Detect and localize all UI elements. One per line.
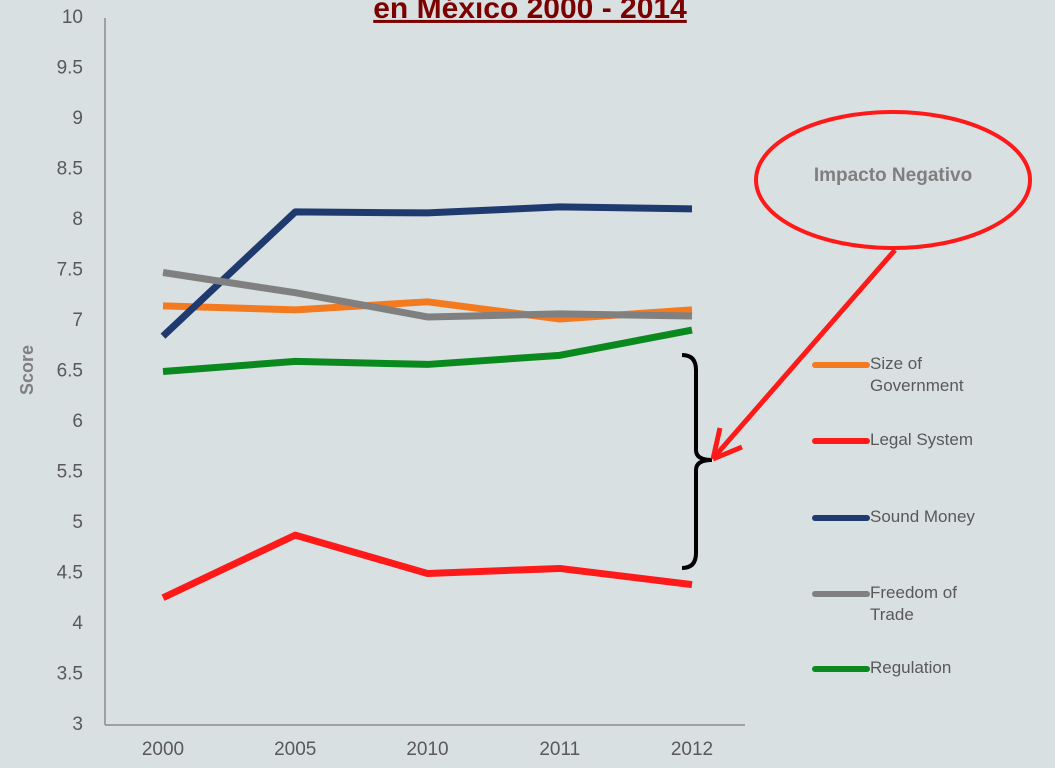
y-tick-label: 7 xyxy=(72,310,83,331)
y-tick-label: 7.5 xyxy=(57,260,83,281)
legend-swatch xyxy=(812,666,870,672)
legend-item: Size of Government xyxy=(812,353,1052,397)
series-line xyxy=(161,531,693,601)
x-tick-label: 2005 xyxy=(274,739,316,760)
y-tick-label: 5 xyxy=(72,512,83,533)
y-tick-label: 4.5 xyxy=(57,563,83,584)
legend-label: Sound Money xyxy=(870,507,975,526)
series-line xyxy=(162,326,693,375)
y-tick-label: 8 xyxy=(72,209,83,230)
legend-label: Legal System xyxy=(870,430,973,449)
legend-swatch xyxy=(812,438,870,444)
y-tick-label: 4 xyxy=(72,613,83,634)
x-tick-label: 2000 xyxy=(142,739,184,760)
arrow-head xyxy=(710,427,743,462)
chart-title: en México 2000 - 2014 xyxy=(373,0,687,25)
arrow xyxy=(714,248,897,457)
y-tick-label: 10 xyxy=(62,7,83,28)
y-tick-label: 9 xyxy=(72,108,83,129)
y-tick-label: 9.5 xyxy=(57,58,83,79)
y-tick-label: 6.5 xyxy=(57,361,83,382)
bracket xyxy=(681,353,713,570)
legend-label: Size of Government xyxy=(870,354,964,395)
annotation: Impacto Negativo xyxy=(814,165,972,186)
annotation-ellipse xyxy=(754,110,1032,250)
x-tick-label: 2011 xyxy=(539,739,580,760)
legend-swatch xyxy=(812,515,870,521)
y-axis-label: Score xyxy=(17,345,37,395)
legend-label: Regulation xyxy=(870,658,952,677)
legend-item: Legal System xyxy=(812,429,1052,451)
x-tick-label: 2010 xyxy=(406,739,448,760)
y-tick-label: 8.5 xyxy=(57,159,83,180)
series-line xyxy=(160,203,693,339)
legend-item: Sound Money xyxy=(812,506,1052,528)
y-tick-label: 3 xyxy=(72,714,83,735)
series-line xyxy=(162,269,693,321)
y-tick-label: 6 xyxy=(72,411,83,432)
x-tick-label: 2012 xyxy=(671,739,713,760)
legend-swatch xyxy=(812,591,870,597)
y-tick-label: 5.5 xyxy=(57,462,83,483)
legend-swatch xyxy=(812,362,870,368)
legend-item: Regulation xyxy=(812,657,1052,679)
legend-item: Freedom of Trade xyxy=(812,582,1052,626)
y-tick-label: 3.5 xyxy=(57,664,83,685)
legend-label: Freedom of Trade xyxy=(870,583,957,624)
